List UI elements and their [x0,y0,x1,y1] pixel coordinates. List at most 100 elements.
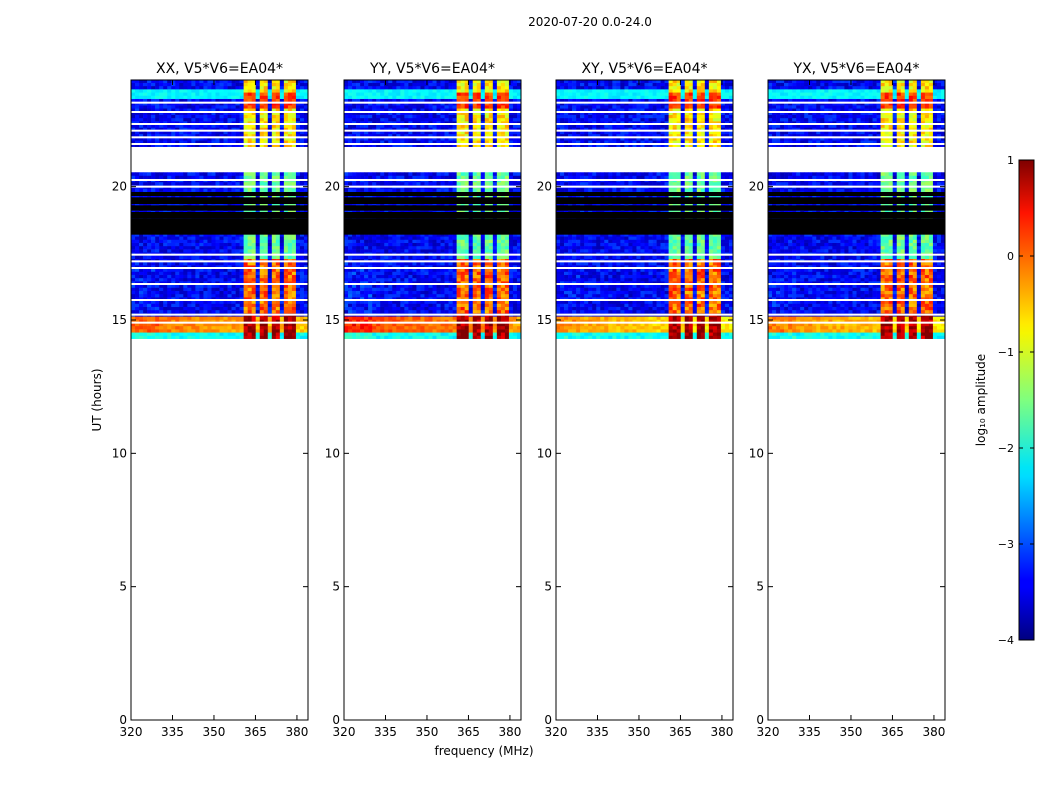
heatmap-cell [135,303,140,307]
heatmap-cell [251,181,256,186]
heatmap-cell [468,325,474,330]
heatmap-cell [155,92,160,96]
heatmap-cell [187,92,192,96]
heatmap-cell [131,127,136,131]
heatmap-cell [428,297,433,301]
heatmap-cell [360,300,365,304]
heatmap-cell [151,297,156,301]
heatmap-cell [291,236,297,240]
heatmap-cell [239,274,244,279]
heatmap-cell [151,121,156,125]
heatmap-cell [175,329,180,333]
heatmap-cell [139,271,144,275]
heatmap-cell [279,316,285,320]
heatmap-cell [496,303,502,307]
heatmap-cell [167,255,172,259]
heatmap-cell [287,242,293,247]
heatmap-cell [163,249,168,253]
heatmap-cell [251,297,256,301]
heatmap-cell [287,325,293,330]
heatmap-cell [163,233,168,237]
heatmap-cell [360,239,365,243]
heatmap-cell [404,325,409,330]
heatmap-cell [199,265,204,269]
heatmap-cell [380,233,385,237]
heatmap-cell [512,329,518,333]
heatmap-cell [203,133,208,138]
heatmap-cell [476,284,482,288]
heatmap-cell [267,137,273,141]
heatmap-cell [424,274,429,279]
heatmap-cell [235,245,240,250]
heatmap-cell [392,284,397,288]
heatmap-cell [271,130,277,135]
heatmap-cell [163,284,168,288]
heatmap-cell [364,325,369,330]
heatmap-cell [199,306,204,311]
heatmap-cell [460,236,465,240]
heatmap-cell [215,175,220,179]
heatmap-cell [147,287,152,291]
heatmap-cell [364,300,369,304]
heatmap-cell [412,293,417,298]
heatmap-cell [271,265,277,269]
heatmap-cell [388,233,393,237]
heatmap-cell [352,300,357,304]
heatmap-cell [492,236,498,240]
heatmap-cell [516,309,522,314]
heatmap-cell [488,249,494,253]
heatmap-cell [472,332,478,336]
heatmap-cell [147,284,152,288]
heatmap-cell [231,316,236,320]
heatmap-cell [151,188,156,192]
heatmap-cell [171,236,176,240]
heatmap-cell [207,274,212,279]
heatmap-cell [243,194,248,199]
heatmap-cell [251,108,256,112]
heatmap-cell [243,255,248,259]
heatmap-cell [203,287,208,291]
heatmap-cell [516,242,522,247]
heatmap-cell [279,322,285,327]
heatmap-cell [460,300,465,304]
heatmap-cell [480,300,486,304]
heatmap-cell [235,143,240,147]
heatmap-cell [352,332,357,336]
heatmap-cell [171,111,176,115]
heatmap-cell [135,290,140,295]
heatmap-cell [344,236,349,240]
heatmap-cell [243,82,248,87]
heatmap-cell [432,236,437,240]
heatmap-cell [255,300,261,304]
heatmap-cell [255,255,261,259]
heatmap-cell [404,249,409,253]
heatmap-cell [215,290,220,295]
heatmap-cell [348,316,353,320]
heatmap-cell [251,325,256,330]
heatmap-cell [159,242,164,247]
heatmap-cell [247,233,252,237]
heatmap-cell [384,255,389,259]
heatmap-cell [263,245,269,250]
heatmap-cell [215,233,220,237]
heatmap-cell [279,82,285,87]
heatmap-cell [275,89,281,93]
heatmap-cell [191,233,196,237]
heatmap-cell [279,249,285,253]
heatmap-cell [191,137,196,141]
heatmap-cell [420,290,425,295]
heatmap-cell [400,293,405,298]
heatmap-cell [263,306,269,311]
heatmap-cell [448,236,453,240]
heatmap-cell [348,242,353,247]
heatmap-cell [396,261,401,266]
heatmap-cell [299,117,305,122]
heatmap-cell [267,82,273,87]
heatmap-cell [175,233,180,237]
heatmap-cell [372,322,377,327]
heatmap-cell [175,261,180,266]
heatmap-cell [303,332,309,336]
heatmap-cell [187,271,192,275]
heatmap-cell [231,140,236,144]
heatmap-cell [259,255,265,259]
